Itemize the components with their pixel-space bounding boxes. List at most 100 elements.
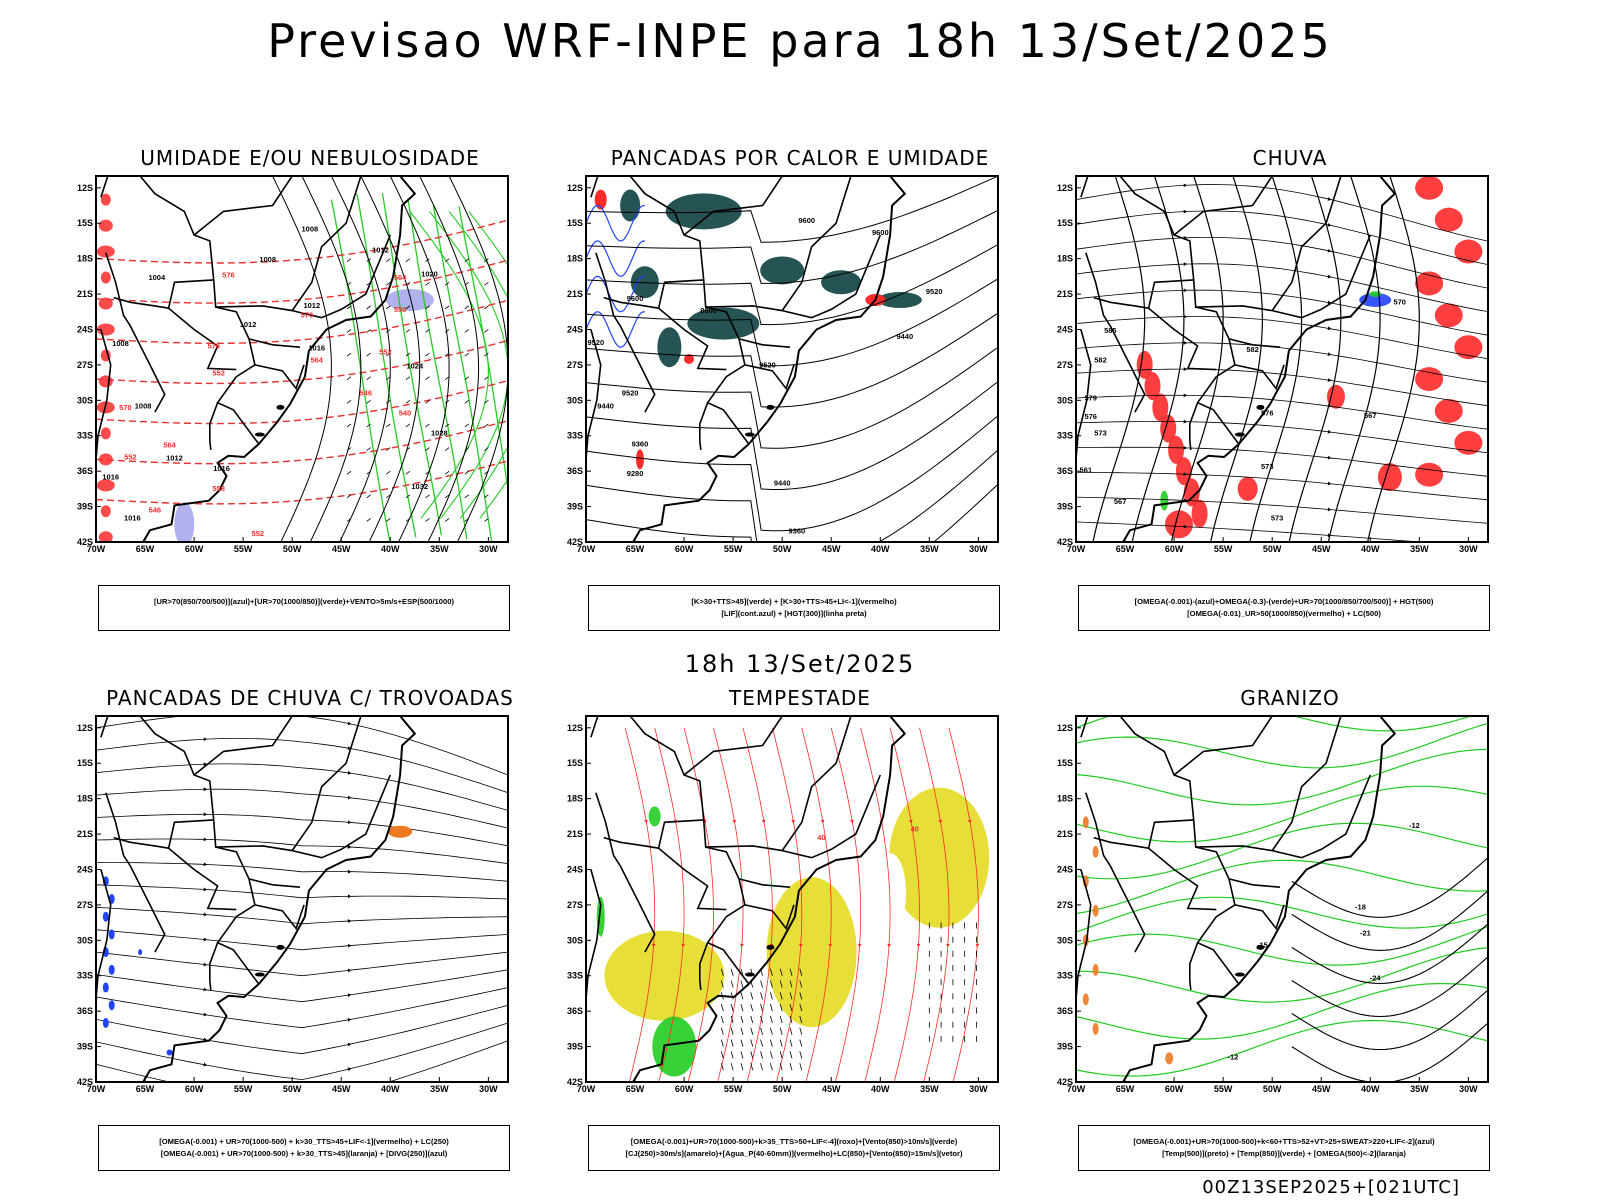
legend-line: [K>30+TTS>45](verde) + [K>30+TTS>45+LI<-… [691, 597, 897, 606]
wind-vector [405, 518, 411, 522]
country-border [1076, 869, 1092, 1000]
legend-line: [UR>70(850/700/500)](azul)+[UR>70(1000/8… [154, 597, 454, 606]
country-border [1093, 296, 1149, 309]
lon-tick-label: 70W [87, 544, 106, 554]
lat-tick-label: 30S [77, 935, 93, 945]
thickness-red-dashed [96, 379, 508, 425]
wind-vector [366, 400, 371, 404]
lon-tick-label: 55W [234, 544, 253, 554]
wind-vector [444, 447, 450, 451]
coastline [632, 176, 907, 542]
contour-label: 579 [1084, 393, 1097, 402]
wind-vector [405, 258, 411, 262]
wind-vector [425, 258, 430, 262]
rain-red-area [1415, 367, 1444, 392]
lat-tick-label: 30S [1057, 935, 1073, 945]
streamline-850 [683, 727, 714, 1082]
lat-tick-label: 21S [77, 289, 93, 299]
wind-vector [366, 376, 371, 381]
humidity-blue-area [174, 502, 195, 542]
contour-label: -15 [1257, 940, 1268, 949]
wind-vector [484, 447, 489, 451]
streamline-arrow [1327, 352, 1332, 357]
wind850-vector [730, 1039, 734, 1047]
wind-vector [464, 447, 470, 451]
lon-tick-label: 70W [87, 1084, 106, 1094]
lon-tick-label: 50W [1263, 544, 1282, 554]
panel-title: TEMPESTADE [729, 686, 871, 710]
field-layer [96, 176, 508, 542]
hgt-500-contour [1288, 176, 1342, 542]
country-border [1195, 176, 1342, 312]
country-border [683, 716, 783, 776]
panel-granizo: GRANIZO -12 -18 -21 -24 -15 -12 12S 15S 18S 21S 24… [1055, 686, 1525, 1171]
humidity-green-contour [468, 211, 508, 519]
humidity-green-contour [448, 211, 508, 519]
country-border [738, 338, 791, 348]
legend-line: [OMEGA(-0.001)-(azul)+OMEGA(-0.3)-(verde… [1134, 597, 1434, 606]
lat-tick-label: 42S [1057, 537, 1073, 547]
wind850-vector [750, 1015, 754, 1024]
field-layer [1076, 716, 1488, 1082]
wind-vector [484, 281, 489, 286]
lat-tick-label: 27S [77, 900, 93, 910]
wind850-vector [740, 980, 744, 988]
lat-tick-label: 24S [77, 864, 93, 874]
country-border [129, 325, 166, 413]
lon-tick-label: 30W [969, 1084, 988, 1094]
lon-tick-label: 35W [920, 544, 939, 554]
wind-vector [464, 305, 470, 310]
panel-title: PANCADAS DE CHUVA C/ TROVOADAS [106, 686, 514, 710]
wind-vector [444, 400, 450, 404]
field-layer [586, 716, 990, 1082]
thickness-red-dashed [96, 460, 508, 505]
lagoon [1256, 944, 1265, 950]
panel-title: GRANIZO [1240, 686, 1340, 710]
lat-tick-label: 12S [567, 183, 583, 193]
wind-vector [425, 352, 430, 357]
lon-tick-label: 50W [283, 544, 302, 554]
lon-tick-label: 70W [1067, 1084, 1086, 1094]
wind850-vector [769, 1063, 773, 1071]
streamline [1076, 210, 1488, 265]
jet-yellow-area [604, 930, 725, 1021]
map-plot: 40 40 12S 15S 18S 21S 24S 27S 30S 33S 36S 39S 42S70W… [567, 715, 999, 1094]
wind850-vector [730, 1027, 734, 1035]
wind-vector [386, 281, 391, 286]
streamline-250-arrow [347, 1067, 352, 1072]
contour-label: 9440 [774, 478, 791, 487]
instability-teal-area [760, 256, 805, 285]
lon-tick-label: 70W [1067, 544, 1086, 554]
wind-vector [386, 470, 391, 475]
lon-tick-label: 65W [1116, 544, 1135, 554]
country-border [1234, 364, 1285, 391]
lat-tick-label: 15S [567, 758, 583, 768]
omega-orange-patch [1082, 993, 1089, 1006]
lat-tick-label: 27S [1057, 900, 1073, 910]
contour-label: 561 [1080, 465, 1093, 474]
wind-vector [386, 305, 391, 310]
streamline-250 [96, 969, 508, 1003]
streamline-250 [96, 763, 508, 811]
wind850-vector [760, 1027, 763, 1035]
contour-label: 564 [394, 273, 407, 282]
lon-tick-label: 60W [675, 544, 694, 554]
lon-tick-label: 35W [430, 1084, 449, 1094]
lagoon [276, 944, 285, 950]
humidity-red-patch [98, 531, 113, 542]
wind-vector [464, 494, 470, 499]
country-border [248, 878, 301, 888]
contour-label: 9360 [632, 439, 649, 448]
lagoon [254, 972, 265, 977]
contour-label: 9360 [789, 527, 806, 536]
hgt-500-contour [1131, 176, 1185, 542]
country-border [619, 325, 656, 413]
wind-vector [444, 329, 450, 333]
streamline-arrow [1183, 183, 1188, 188]
contour-label: 552 [212, 369, 225, 378]
lat-tick-label: 27S [567, 360, 583, 370]
jet-yellow-area [766, 877, 857, 1028]
contour-label: 1012 [372, 246, 389, 255]
streamline-850-arrow [916, 943, 921, 948]
streamline-850-arrow [975, 943, 980, 948]
